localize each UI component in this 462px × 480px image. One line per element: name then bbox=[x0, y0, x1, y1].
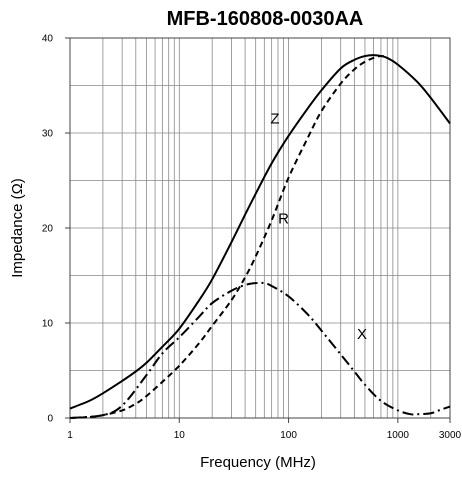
series-labels: Z R X bbox=[270, 111, 367, 344]
series-label-x: X bbox=[357, 326, 367, 343]
x-axis-label: Frequency (MHz) bbox=[200, 454, 316, 471]
x-tick-label: 100 bbox=[280, 430, 297, 441]
series-line-x bbox=[69, 281, 451, 419]
series-line-z bbox=[69, 54, 451, 410]
y-axis-label: Impedance (Ω) bbox=[9, 178, 26, 278]
y-tick-label: 30 bbox=[42, 129, 54, 140]
y-tick-label: 10 bbox=[42, 319, 54, 330]
x-tick-label: 10 bbox=[174, 430, 186, 441]
series-lines bbox=[69, 54, 451, 419]
y-tick-label: 40 bbox=[42, 34, 54, 45]
y-tick-label: 20 bbox=[42, 224, 54, 235]
x-tick-label: 1000 bbox=[387, 430, 410, 441]
tick-labels: 1 10 100 1000 3000 0 10 20 30 40 bbox=[42, 34, 462, 442]
series-label-z: Z bbox=[270, 111, 279, 128]
grid bbox=[70, 38, 451, 418]
x-tick-label: 1 bbox=[67, 430, 73, 441]
series-line-r bbox=[69, 55, 388, 419]
x-tick-label: 3000 bbox=[439, 430, 462, 441]
y-tick-label: 0 bbox=[47, 414, 53, 425]
chart-title: MFB-160808-0030AA bbox=[167, 8, 364, 30]
series-label-r: R bbox=[278, 210, 289, 227]
